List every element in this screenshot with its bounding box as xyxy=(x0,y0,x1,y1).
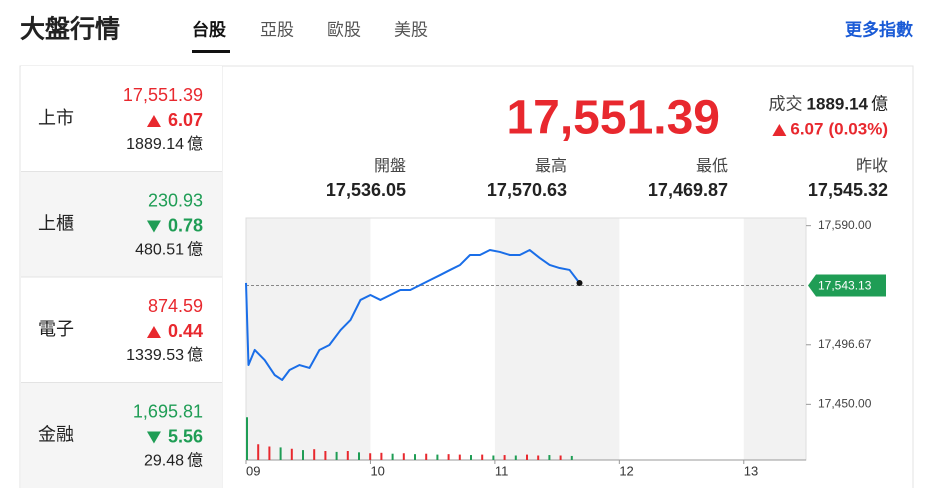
volume-bar xyxy=(514,455,517,460)
market-volume: 1889.14 xyxy=(126,136,184,153)
market-unit: 億 xyxy=(187,346,203,364)
page-title: 大盤行情 xyxy=(20,16,120,44)
market-row[interactable] xyxy=(21,277,222,383)
stat-label: 最低 xyxy=(696,157,728,175)
x-tick-label: 13 xyxy=(744,463,758,478)
stat-label: 最高 xyxy=(535,157,567,175)
volume-bar xyxy=(503,455,506,460)
market-price: 230.93 xyxy=(148,190,203,210)
change-arrow xyxy=(146,220,161,233)
volume-bar xyxy=(369,453,372,460)
change-pct: (0.03%) xyxy=(828,119,888,138)
market-row[interactable] xyxy=(21,382,222,488)
panel-frame xyxy=(19,65,914,488)
market-name: 上市 xyxy=(38,108,74,128)
market-volume: 29.48 xyxy=(144,453,184,470)
market-name: 金融 xyxy=(38,424,74,444)
volume-bar xyxy=(380,452,383,460)
y-tick-label: 17,496.67 xyxy=(818,337,872,351)
x-tick-label: 11 xyxy=(495,463,509,478)
hour-band xyxy=(743,218,806,460)
volume-bar xyxy=(268,446,271,460)
index-price: 17,551.39 xyxy=(506,92,720,145)
market-price: 17,551.39 xyxy=(123,85,203,105)
reference-tag xyxy=(808,274,886,297)
stat-value: 17,570.63 xyxy=(487,180,567,200)
stat-label: 開盤 xyxy=(374,157,406,175)
volume-bar xyxy=(346,451,349,460)
tab[interactable]: 台股 xyxy=(192,19,226,39)
volume-bar xyxy=(279,447,282,460)
tab[interactable]: 歐股 xyxy=(327,20,361,39)
volume-bar xyxy=(414,454,416,460)
y-tick-label: 17,590.00 xyxy=(818,218,872,232)
volume-bar xyxy=(470,455,472,460)
volume-bar xyxy=(492,455,495,460)
stat-value: 17,469.87 xyxy=(648,180,728,200)
volume-bar xyxy=(402,453,405,460)
market-name: 上櫃 xyxy=(38,213,74,233)
volume-bar xyxy=(335,451,338,460)
volume-bar xyxy=(559,455,562,460)
volume-bar xyxy=(246,417,248,460)
last-point xyxy=(576,279,583,286)
y-tick-label: 17,450.00 xyxy=(818,397,872,411)
stat-value: 17,536.05 xyxy=(326,180,406,200)
volume-bar xyxy=(257,444,260,460)
price-line xyxy=(245,249,581,381)
tab[interactable]: 亞股 xyxy=(260,20,294,39)
volume-unit: 億 xyxy=(871,94,888,113)
volume-bar xyxy=(447,454,450,460)
market-unit: 億 xyxy=(187,135,203,153)
market-row[interactable] xyxy=(21,66,222,172)
volume-bar xyxy=(570,455,573,460)
stat-value: 17,545.32 xyxy=(808,180,888,200)
x-tick-label: 10 xyxy=(370,463,384,478)
volume-bar xyxy=(548,455,551,460)
market-volume: 1339.53 xyxy=(126,347,184,364)
volume-bar xyxy=(290,448,293,460)
market-unit: 億 xyxy=(187,452,203,470)
change-arrow xyxy=(772,124,787,136)
volume-bar xyxy=(358,452,360,460)
market-price: 874.59 xyxy=(148,296,203,316)
market-volume: 480.51 xyxy=(135,242,184,259)
volume-bar xyxy=(458,454,461,460)
x-tick-label: 12 xyxy=(619,463,633,478)
volume-bar xyxy=(537,455,540,460)
x-tick-label: 09 xyxy=(246,463,260,478)
market-change: 0.78 xyxy=(168,215,203,235)
change-value: 6.07 xyxy=(790,119,823,138)
more-link[interactable]: 更多指數 xyxy=(845,19,913,39)
reference-label: 17,543.13 xyxy=(818,279,872,293)
change-arrow xyxy=(146,115,161,127)
hour-band xyxy=(246,218,371,460)
tab[interactable]: 美股 xyxy=(394,20,428,39)
hour-band xyxy=(494,218,620,460)
volume-label: 成交 xyxy=(769,94,803,113)
volume-bar xyxy=(391,453,394,460)
market-change: 6.07 xyxy=(168,110,203,130)
market-price: 1,695.81 xyxy=(133,401,203,421)
market-unit: 億 xyxy=(187,241,203,259)
volume-bar xyxy=(302,450,304,460)
stat-label: 昨收 xyxy=(856,157,888,175)
tab-underline xyxy=(192,50,230,53)
market-change: 0.44 xyxy=(168,321,203,341)
volume-bar xyxy=(436,454,439,460)
volume-bar xyxy=(425,453,428,460)
change-arrow xyxy=(146,326,161,338)
volume-value: 1889.14 xyxy=(807,94,869,113)
volume-bar xyxy=(313,449,316,460)
market-name: 電子 xyxy=(38,319,74,339)
volume-bar xyxy=(324,451,327,460)
volume-bar xyxy=(481,454,484,460)
change-arrow xyxy=(146,431,161,444)
market-change: 5.56 xyxy=(168,426,203,446)
market-row[interactable] xyxy=(21,171,222,278)
volume-bar xyxy=(526,454,528,460)
